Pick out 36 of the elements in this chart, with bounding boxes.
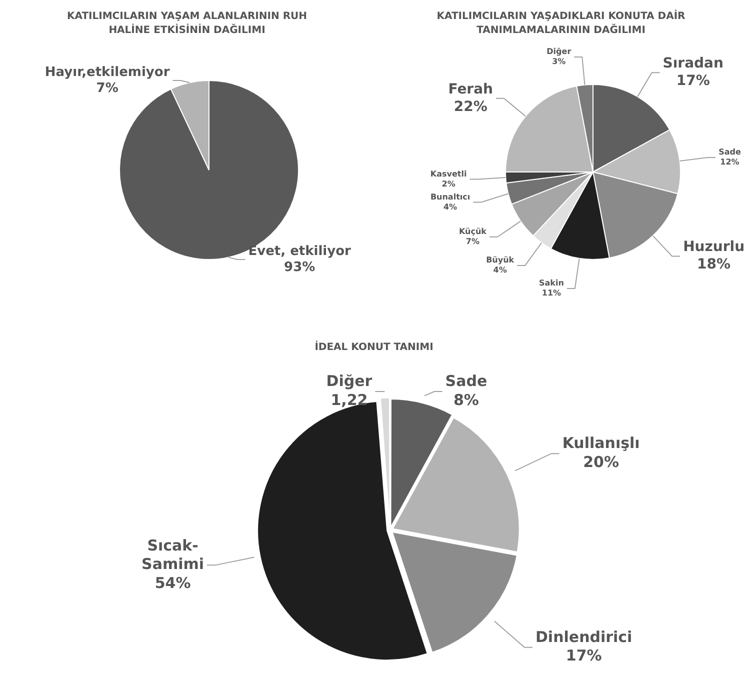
data-label: 8% [453,390,479,409]
data-label: 4% [493,266,507,275]
data-label: 93% [284,260,316,275]
data-label: 11% [542,288,562,298]
slice-label: Sakin [539,278,564,288]
data-label: 7% [466,237,480,246]
data-label: 3% [552,57,566,66]
data-label: 7% [96,81,118,96]
slice-label: Sade [445,372,488,390]
data-label: 2% [442,179,456,188]
slice-label: Sıradan [662,55,724,72]
chart-title: İDEAL KONUT TANIMI [314,341,434,355]
slice-label: Hayır,etkilemiyor [44,64,170,80]
data-label: 17% [676,72,710,89]
slice-label: Büyük [486,256,515,265]
data-label: 12% [720,158,740,167]
slice-label: Diğer [326,372,373,390]
data-label: 18% [697,256,731,273]
chart-title: KATILIMCILARIN YAŞADIKLARI KONUTA DAİR TANIMLAMALARININ DAĞILIMI [436,10,686,38]
slice-label: Ferah [448,81,494,98]
data-label: 54% [154,574,191,592]
slice-label: Huzurlu [683,239,745,256]
chart-title: KATILIMCILARIN YAŞAM ALANLARININ RUH HALİNE ETKİSİNİN DAĞILIMI [66,10,308,38]
slice-label: Bunaltıcı [430,192,470,202]
slice-label: Sade [718,148,742,157]
data-label: 1,22 [330,390,368,409]
data-label: 20% [583,452,620,471]
slice-label: Kasvetli [430,169,467,178]
data-label: 4% [443,202,458,212]
slice-label: Dinlendirici [535,628,632,646]
slice-label: Kullanışlı [562,434,640,452]
data-label: 22% [454,98,488,115]
slice-label: Sıcak-Samimi [142,536,204,574]
data-label: 17% [566,646,602,665]
slice-label: Küçük [458,227,488,236]
slice-label: Diğer [546,47,572,56]
